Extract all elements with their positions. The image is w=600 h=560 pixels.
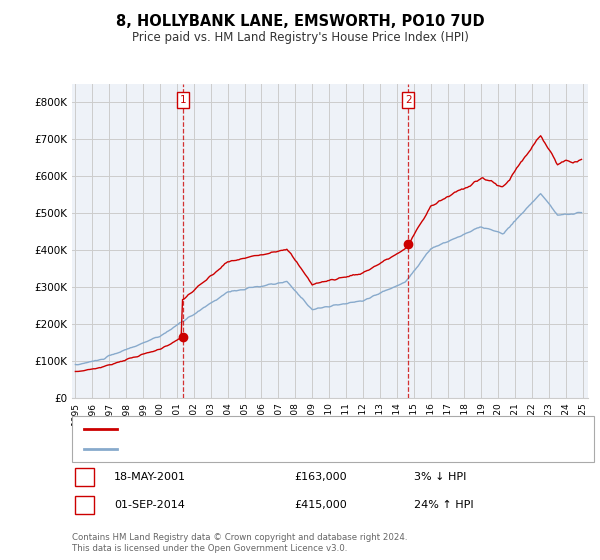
Text: £163,000: £163,000 <box>294 472 347 482</box>
Text: 1: 1 <box>81 472 88 482</box>
Text: HPI: Average price, detached house, Havant: HPI: Average price, detached house, Hava… <box>123 444 353 454</box>
Text: 3% ↓ HPI: 3% ↓ HPI <box>414 472 466 482</box>
Text: 8, HOLLYBANK LANE, EMSWORTH, PO10 7UD (detached house): 8, HOLLYBANK LANE, EMSWORTH, PO10 7UD (d… <box>123 424 450 434</box>
Text: Contains HM Land Registry data © Crown copyright and database right 2024.
This d: Contains HM Land Registry data © Crown c… <box>72 533 407 553</box>
Text: £415,000: £415,000 <box>294 500 347 510</box>
Text: 18-MAY-2001: 18-MAY-2001 <box>114 472 186 482</box>
Text: 24% ↑ HPI: 24% ↑ HPI <box>414 500 473 510</box>
Text: 8, HOLLYBANK LANE, EMSWORTH, PO10 7UD: 8, HOLLYBANK LANE, EMSWORTH, PO10 7UD <box>116 14 484 29</box>
Text: 1: 1 <box>180 95 187 105</box>
Text: 2: 2 <box>405 95 412 105</box>
Text: 2: 2 <box>81 500 88 510</box>
Text: Price paid vs. HM Land Registry's House Price Index (HPI): Price paid vs. HM Land Registry's House … <box>131 31 469 44</box>
Text: 01-SEP-2014: 01-SEP-2014 <box>114 500 185 510</box>
